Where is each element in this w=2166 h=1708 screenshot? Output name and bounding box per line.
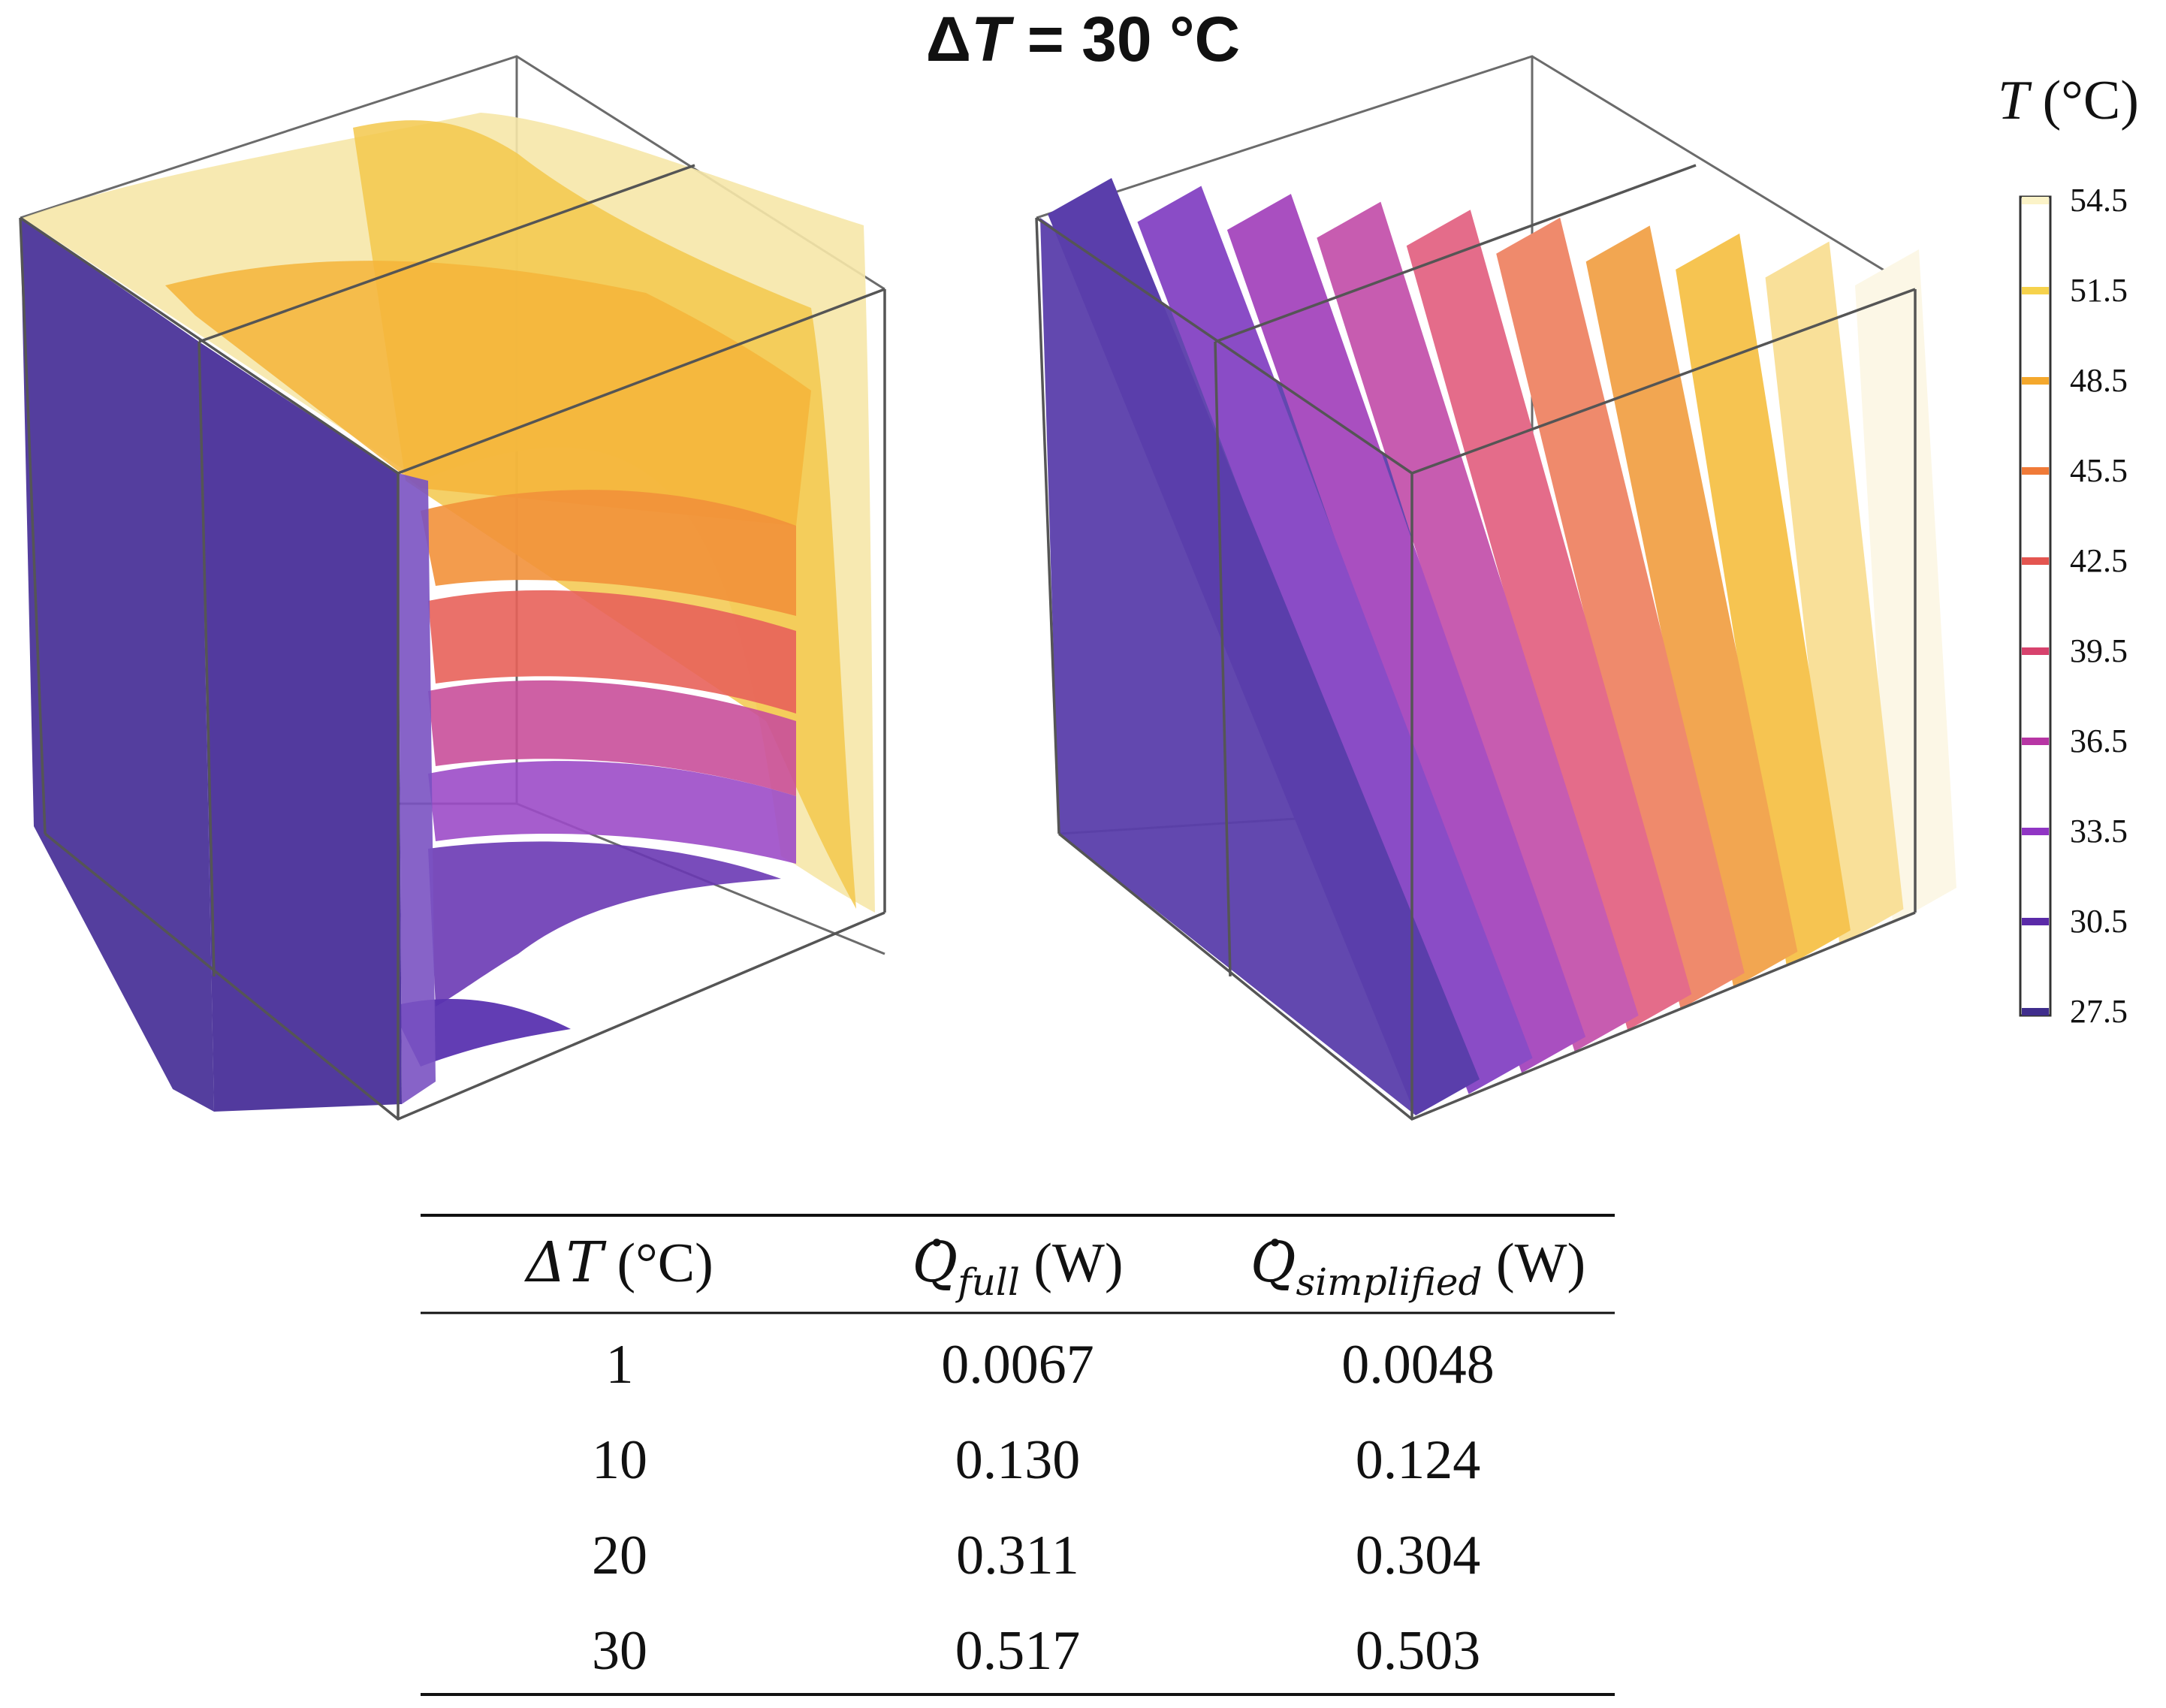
- colorbar-swatch: [2022, 197, 2049, 204]
- header-q-simplified-unit: (W): [1482, 1233, 1586, 1294]
- isotherm-planes: [1040, 178, 1956, 1115]
- isotherm-plane-0: [1048, 178, 1480, 1115]
- left-panel: [19, 55, 886, 1121]
- table-cell: 20: [592, 1525, 647, 1586]
- isotherm-plane-7: [1676, 233, 1851, 967]
- table-cell: 0.130: [955, 1429, 1081, 1491]
- left-cold-front-face: [199, 342, 402, 1112]
- table-cell: 0.517: [955, 1620, 1081, 1682]
- header-delta-t-unit: (°C): [603, 1233, 713, 1294]
- table-cell: 30: [592, 1620, 647, 1682]
- header-delta-t: ΔT (°C): [526, 1230, 713, 1296]
- isotherm-plane-6: [1585, 225, 1798, 988]
- colorbar-swatch: [2022, 1008, 2049, 1015]
- colorbar-swatch: [2022, 557, 2049, 565]
- colorbar-tick-label: 33.5: [2070, 813, 2128, 849]
- isotherm-plane-8: [1765, 241, 1904, 946]
- colorbar-title-var: T: [1998, 70, 2029, 131]
- table-rules: [421, 1214, 1615, 1696]
- table-cell: 0.0048: [1341, 1334, 1495, 1396]
- colorbar-tick-label: 54.5: [2070, 182, 2128, 219]
- left-warm-isotherms: [23, 113, 875, 1067]
- title-delta: Δ: [925, 4, 972, 74]
- title-var: T: [971, 4, 1010, 74]
- colorbar-swatch: [2022, 828, 2049, 835]
- table-cell: 10: [592, 1429, 647, 1491]
- colorbar-swatch: [2022, 738, 2049, 745]
- isotherm-plane-5: [1496, 217, 1745, 1009]
- colorbar-title: T (°C): [1998, 69, 2139, 133]
- colorbar-tick-label: 45.5: [2070, 452, 2128, 489]
- header-q-full: Qfull (W): [912, 1230, 1124, 1304]
- title-rest: = 30 °C: [1009, 4, 1241, 74]
- table-cell: 0.304: [1355, 1525, 1481, 1586]
- table-cell: 0.124: [1355, 1429, 1481, 1491]
- colorbar-tick-label: 48.5: [2070, 362, 2128, 399]
- isotherm-plane-3: [1317, 201, 1639, 1052]
- header-q-full-sub: full: [958, 1260, 1020, 1304]
- isotherm-plane-4: [1406, 210, 1692, 1031]
- table-cell: 1: [605, 1334, 634, 1396]
- colorbar-tick-label: 42.5: [2070, 542, 2128, 579]
- table-cell: 0.503: [1355, 1620, 1481, 1682]
- left-cold-side-face: [20, 218, 214, 1112]
- header-q-simplified-sub: simplified: [1296, 1260, 1483, 1304]
- colorbar-tick-label: 27.5: [2070, 993, 2128, 1030]
- isotherm-plane-9: [1855, 249, 1956, 924]
- colorbar-tick-label: 39.5: [2070, 632, 2128, 669]
- isotherm-plane-2: [1226, 194, 1586, 1073]
- colorbar-swatch: [2022, 287, 2049, 294]
- colorbar-tick-label: 51.5: [2070, 272, 2128, 309]
- right-panel: [1035, 55, 1956, 1121]
- table-cell: 0.311: [956, 1525, 1079, 1586]
- colorbar: [2019, 195, 2052, 1017]
- header-delta-t-var: ΔT: [526, 1230, 604, 1295]
- colorbar-swatch: [2022, 377, 2049, 385]
- header-q-simplified: Qsimplified (W): [1250, 1230, 1586, 1304]
- colorbar-tick-label: 36.5: [2070, 723, 2128, 759]
- table-cell: 0.0067: [941, 1334, 1094, 1396]
- figure-title: ΔT = 30 °C: [0, 3, 2166, 76]
- colorbar-swatch: [2022, 647, 2049, 655]
- colorbar-swatch: [2022, 918, 2049, 925]
- colorbar-tick-label: 30.5: [2070, 903, 2128, 940]
- header-q-full-unit: (W): [1019, 1233, 1124, 1294]
- colorbar-swatch: [2022, 467, 2049, 475]
- isotherm-plane-1: [1137, 186, 1533, 1094]
- colorbar-title-unit: (°C): [2029, 70, 2139, 131]
